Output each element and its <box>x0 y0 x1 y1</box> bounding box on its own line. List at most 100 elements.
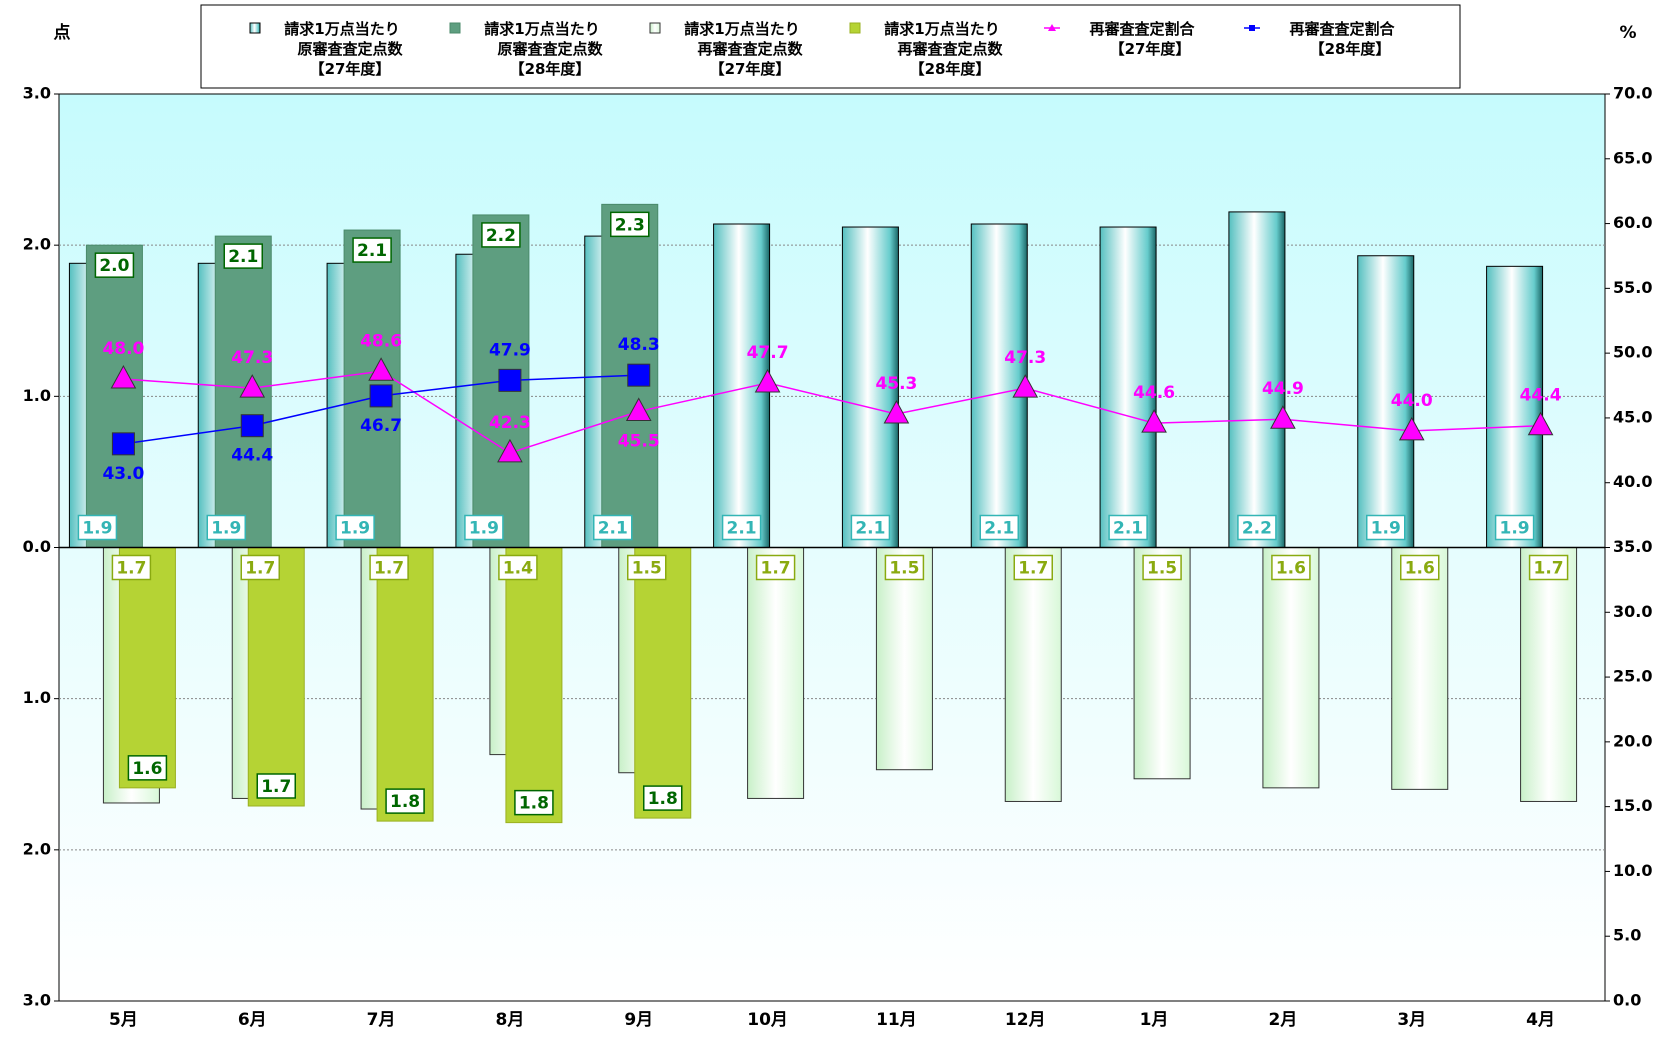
legend-label-line: 再審査査定割合 <box>1089 20 1195 38</box>
data-label: 1.9 <box>469 519 499 539</box>
data-label: 2.0 <box>99 256 129 276</box>
data-label-box <box>111 554 152 581</box>
legend-swatch <box>249 22 261 34</box>
data-label-box <box>593 514 633 541</box>
bar <box>1391 547 1449 790</box>
data-label: 1.6 <box>1405 559 1435 579</box>
legend-swatch <box>649 22 661 34</box>
data-label-box <box>223 243 263 269</box>
data-label-box <box>498 554 538 581</box>
data-label: 1.5 <box>1147 559 1177 579</box>
data-label-box <box>884 554 925 581</box>
data-label: 1.6 <box>132 759 162 779</box>
y2-tick-label: 55.0 <box>1613 278 1652 297</box>
bar <box>1357 255 1415 549</box>
x-tick-label: 9月 <box>624 1010 653 1030</box>
data-label: 2.1 <box>727 519 757 539</box>
data-label-box <box>850 514 891 541</box>
data-label-box <box>94 252 135 278</box>
x-tick-label: 1月 <box>1140 1010 1169 1030</box>
data-label-box <box>1271 554 1311 581</box>
data-label-box <box>721 514 762 541</box>
data-label: 48.3 <box>618 335 660 355</box>
data-label: 1.7 <box>374 559 404 579</box>
x-tick-label: 5月 <box>109 1010 138 1030</box>
data-label: 1.9 <box>82 519 112 539</box>
data-label: 44.6 <box>1133 383 1175 403</box>
bar <box>376 547 434 822</box>
data-label: 1.7 <box>1534 559 1564 579</box>
data-label-box <box>481 222 521 248</box>
bar <box>1099 226 1157 548</box>
legend-swatch <box>449 22 461 34</box>
data-label: 1.8 <box>648 789 678 809</box>
data-label-box <box>979 514 1019 541</box>
data-label: 1.7 <box>1018 559 1048 579</box>
data-label: 48.0 <box>102 339 144 359</box>
data-label-box <box>369 554 409 581</box>
data-label-box <box>352 237 392 263</box>
marker <box>754 368 781 393</box>
data-label: 1.7 <box>761 559 791 579</box>
data-label-box <box>77 514 118 541</box>
data-label-box <box>514 789 554 816</box>
data-label: 2.2 <box>1242 519 1272 539</box>
data-label: 45.5 <box>618 431 660 451</box>
data-label: 1.9 <box>211 519 241 539</box>
marker <box>110 365 137 389</box>
y2-tick-label: 0.0 <box>1613 991 1641 1010</box>
bar <box>1262 547 1320 789</box>
data-label: 46.7 <box>360 416 402 436</box>
data-label: 1.5 <box>632 559 662 579</box>
bar <box>1486 265 1544 548</box>
marker <box>1398 416 1425 441</box>
data-label: 47.7 <box>747 343 789 363</box>
data-label-box <box>464 514 504 541</box>
legend-label-line: 【28年度】 <box>1310 40 1391 58</box>
data-label-box <box>256 773 296 799</box>
y2-tick-label: 70.0 <box>1613 84 1652 103</box>
data-label: 2.1 <box>357 241 387 261</box>
y2-tick-label: 10.0 <box>1613 861 1652 880</box>
data-label: 44.4 <box>1520 386 1562 406</box>
data-label: 1.8 <box>390 792 420 812</box>
y-tick-label: 3.0 <box>23 991 51 1010</box>
data-label: 44.4 <box>231 446 273 466</box>
marker <box>239 374 266 398</box>
data-label-box <box>1108 514 1148 541</box>
marker <box>497 438 523 463</box>
y-tick-label: 1.0 <box>23 386 51 405</box>
y2-tick-label: 20.0 <box>1613 731 1652 750</box>
y2-tick-label: 45.0 <box>1613 407 1652 426</box>
data-label-box <box>1528 554 1569 581</box>
data-label-box <box>335 514 375 541</box>
legend-label: 請求1万点当たり再審査査定点数【27年度】 <box>684 20 803 78</box>
legend-label-line: 請求1万点当たり <box>884 20 999 38</box>
line <box>123 370 1541 454</box>
y2-axis-label: % <box>1619 23 1636 43</box>
data-label-box <box>1142 554 1182 581</box>
legend-label-line: 原審査査定点数 <box>497 40 603 58</box>
bar <box>875 547 933 771</box>
data-label: 44.0 <box>1391 391 1433 411</box>
y2-tick-label: 25.0 <box>1613 667 1652 686</box>
bar <box>1004 547 1062 802</box>
data-label: 1.5 <box>889 559 919 579</box>
x-tick-label: 12月 <box>1005 1010 1046 1030</box>
data-label: 42.3 <box>489 413 531 433</box>
data-label-box <box>1494 514 1535 541</box>
data-label-box <box>1237 514 1277 541</box>
legend-label-line: 請求1万点当たり <box>484 20 599 38</box>
marker <box>627 363 651 387</box>
y-tick-label: 2.0 <box>23 235 51 254</box>
legend-label: 再審査査定割合【28年度】 <box>1289 20 1395 58</box>
marker <box>1141 409 1167 433</box>
legend-label-line: 再審査査定点数 <box>697 40 803 58</box>
data-label: 1.4 <box>503 559 533 579</box>
marker <box>625 397 652 421</box>
y2-tick-label: 40.0 <box>1613 472 1652 491</box>
data-label-box <box>385 788 425 814</box>
data-label: 1.9 <box>1500 519 1530 539</box>
marker <box>1270 405 1296 429</box>
legend-label: 請求1万点当たり原審査査定点数【28年度】 <box>484 20 603 78</box>
